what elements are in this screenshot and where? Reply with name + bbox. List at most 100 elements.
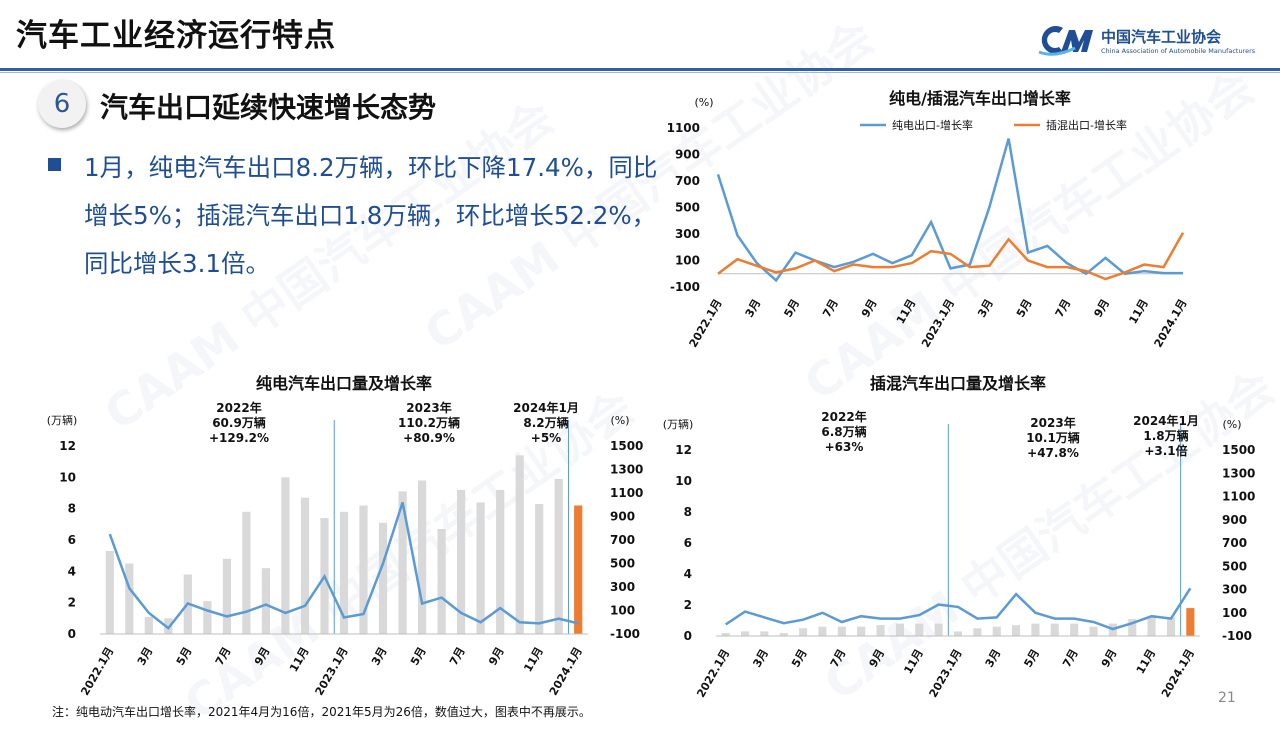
header-divider [0,68,1280,71]
chart3-y-right-tick-label: 900 [1222,513,1247,527]
chart2-y-right-tick-label: -100 [610,627,640,641]
chart2-y-right-tick-label: 100 [610,604,635,618]
header-bar: 汽车工业经济运行特点 中国汽车工业协会 China Association of… [0,0,1280,68]
chart3-bar [1166,617,1175,636]
chart2-annotation-text: 8.2万辆 [523,415,568,430]
chart2-bar [496,489,505,634]
chart3-bar [934,623,943,636]
chart2-bar [378,522,388,634]
chart3-bar [915,623,924,636]
chart2-bar [574,505,583,634]
chart3-y-left-tick-label: 2 [684,598,692,612]
chart3-bar [1031,623,1040,636]
header-divider-thin [0,72,1280,73]
chart2-bar [457,489,466,634]
chart2-x-tick-label: 2022.1月 [78,645,116,698]
bullet-marker [48,158,61,171]
chart1-x-tick-label: 2022.1月 [687,297,725,350]
chart3-x-tick-label: 9月 [1099,647,1120,670]
chart1-y-tick-label: 1100 [667,121,700,135]
chart2-bar [515,455,524,634]
chart2-annotation-text: +5% [531,431,561,445]
page-number: 21 [1218,690,1236,706]
chart3-annotation-text: +3.1倍 [1144,443,1187,458]
chart1-x-tick-label: 7月 [820,297,841,320]
chart2-y-left-tick-label: 2 [68,596,76,610]
chart3-bar [1089,626,1098,636]
chart3-annotation-text: 6.8万辆 [821,424,866,439]
chart3-bar [779,632,788,636]
chart3-bar [1050,623,1059,636]
chart2-y-left-tick-label: 0 [68,627,76,641]
chart2-annotation-text: 2023年 [406,400,451,415]
chart1-x-tick-label: 2024.1月 [1152,297,1190,350]
chart3-y-left-tick-label: 10 [675,474,692,488]
chart2-y-right-tick-label: 1500 [610,439,643,453]
chart2-x-tick-label: 11月 [521,645,545,674]
chart3-bar [895,623,904,636]
chart2-y-left-unit: (万辆) [47,413,78,427]
chart1-x-tick-label: 3月 [975,297,996,320]
chart3-annotation-text: 1.8万辆 [1143,428,1188,443]
chart2-x-tick-label: 2024.1月 [547,645,585,698]
chart2-annotation-text: 2022年 [216,400,261,415]
chart3-bar [741,631,750,636]
chart1-x-tick-label: 5月 [1014,297,1035,320]
chart2-bar [339,511,349,634]
chart2-y-left-tick-label: 4 [68,564,76,578]
chart2-bar [144,616,153,634]
chart2-y-right-tick-label: 900 [610,510,635,524]
chart1-x-tick-label: 3月 [743,297,764,320]
chart2-y-right-tick-label: 500 [610,557,635,571]
chart3-x-tick-label: 2023.1月 [927,647,965,700]
chart3-x-tick-label: 11月 [901,647,925,676]
chart3-annotation-text: 2023年 [1030,415,1075,430]
chart3-bar [992,626,1001,636]
chart2-annotation-text: +80.9% [403,431,455,445]
chart2-x-tick-label: 9月 [486,645,507,668]
chart3-y-right-tick-label: 1500 [1222,443,1255,457]
chart3-y-right-tick-label: 300 [1222,583,1247,597]
chart1-title: 纯电/插混汽车出口增长率 [889,89,1071,108]
chart1-y-tick-label: 300 [675,227,700,241]
chart3-x-tick-label: 3月 [750,647,771,670]
chart2-bar [554,478,563,634]
chart3-x-tick-label: 7月 [828,647,849,670]
chart1-y-tick-label: -100 [670,280,700,294]
chart2-x-tick-label: 11月 [287,645,311,674]
chart1-y-tick-label: 100 [675,254,700,268]
chart2-y-right-tick-label: 1100 [610,486,643,500]
chart1-series-line [716,138,1183,283]
bullet-text: 1月，纯电汽车出口8.2万辆，环比下降17.4%，同比增长5%；插混汽车出口1.… [84,153,658,278]
footnote: 注：纯电动汽车出口增长率，2021年4月为16倍，2021年5月为26倍，数值过… [52,705,591,719]
chart3-y-left-tick-label: 8 [684,505,692,519]
chart3-bar [818,626,827,636]
chart1-x-tick-label: 11月 [1126,297,1150,326]
chart3-bar [1012,625,1021,636]
logo-text-cn: 中国汽车工业协会 [1101,28,1222,46]
chart3-bar [760,631,769,636]
chart2-x-tick-label: 5月 [408,645,429,668]
chart2-y-left-tick-label: 6 [68,533,76,547]
chart3-x-tick-label: 2022.1月 [694,647,732,700]
chart2-bar [418,480,427,634]
chart2-annotation-text: 2024年1月 [513,400,579,415]
chart2-x-tick-label: 3月 [135,645,156,668]
chart2-bar [300,497,310,634]
chart3-x-tick-label: 5月 [1021,647,1042,670]
chart2-x-tick-label: 7月 [213,645,234,668]
chart3-y-right-unit: (%) [1222,418,1241,431]
chart1-x-tick-label: 5月 [782,297,803,320]
chart1-x-tick-label: 9月 [1092,297,1113,320]
chart3-bar [953,631,962,636]
chart1-legend-label: 纯电出口-增长率 [892,118,973,132]
chart3-bar [721,632,730,636]
chart2-x-tick-label: 9月 [252,645,273,668]
chart2-bar [222,558,231,634]
chart2-y-right-tick-label: 1300 [610,463,643,477]
chart2-annotation-text: 60.9万辆 [212,415,266,430]
chart3-x-tick-label: 5月 [789,647,810,670]
chart2-bar [476,502,485,634]
chart2-x-tick-label: 7月 [447,645,468,668]
chart3-x-tick-label: 9月 [867,647,888,670]
